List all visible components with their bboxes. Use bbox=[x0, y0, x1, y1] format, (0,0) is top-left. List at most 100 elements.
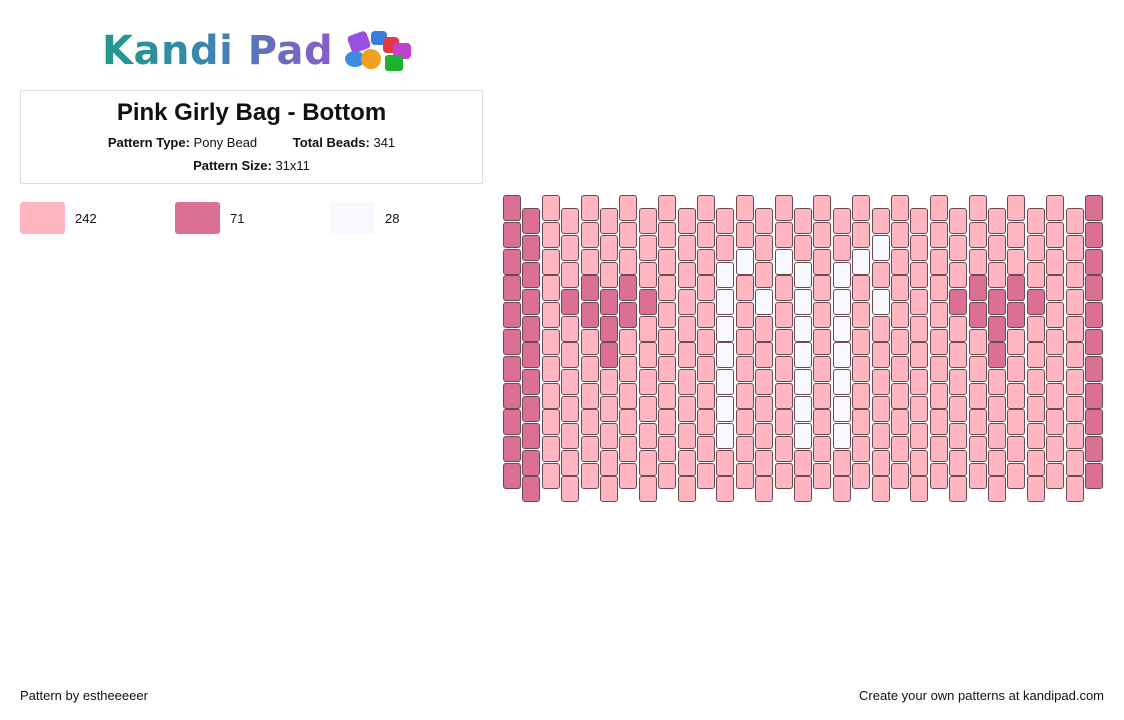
bead bbox=[541, 221, 560, 248]
bead bbox=[580, 329, 599, 355]
bead bbox=[1046, 382, 1065, 409]
bead bbox=[1046, 355, 1065, 382]
bead bbox=[813, 436, 832, 463]
bead bbox=[1046, 275, 1065, 302]
bead bbox=[988, 342, 1006, 369]
bead bbox=[988, 396, 1006, 422]
bead bbox=[638, 476, 657, 503]
bead bbox=[988, 476, 1006, 503]
bead bbox=[580, 302, 599, 329]
bead bbox=[677, 422, 696, 449]
bead bbox=[755, 369, 774, 396]
bead bbox=[988, 315, 1006, 342]
palette-swatch[interactable]: 71 bbox=[175, 202, 244, 234]
bead bbox=[716, 342, 735, 369]
bead bbox=[871, 369, 890, 396]
bead bbox=[794, 262, 812, 288]
bead bbox=[677, 315, 696, 342]
bead bbox=[852, 409, 871, 436]
bead bbox=[794, 422, 812, 449]
bead bbox=[1085, 221, 1103, 248]
bead bbox=[852, 302, 871, 329]
bead bbox=[580, 221, 599, 248]
bead bbox=[580, 436, 599, 463]
bead bbox=[891, 355, 909, 382]
bead bbox=[1007, 329, 1026, 355]
bead bbox=[735, 329, 754, 355]
bead bbox=[968, 436, 987, 463]
bead bbox=[600, 342, 618, 369]
bead bbox=[716, 449, 735, 476]
bead bbox=[813, 248, 832, 275]
bead bbox=[1026, 476, 1045, 503]
bead bbox=[619, 329, 638, 355]
palette-swatch[interactable]: 242 bbox=[20, 202, 97, 234]
bead bbox=[600, 315, 618, 342]
bead bbox=[677, 288, 696, 315]
kandipad-promo-link[interactable]: Create your own patterns at kandipad.com bbox=[859, 688, 1104, 703]
pattern-type: Pattern Type: Pony Bead bbox=[108, 135, 257, 150]
bead bbox=[658, 409, 677, 436]
bead bbox=[1065, 449, 1084, 476]
bead bbox=[949, 342, 968, 369]
bead bbox=[522, 262, 541, 288]
bead bbox=[561, 315, 580, 342]
bead bbox=[735, 436, 754, 463]
bead bbox=[852, 382, 871, 409]
swatch-count: 28 bbox=[385, 210, 400, 226]
bead bbox=[541, 382, 560, 409]
swatch-count: 71 bbox=[230, 210, 245, 226]
bead bbox=[1085, 275, 1103, 302]
bead bbox=[697, 382, 715, 409]
bead bbox=[774, 275, 793, 302]
bead bbox=[929, 463, 948, 489]
pattern-meta-row: Pattern Type: Pony Bead Total Beads: 341 bbox=[21, 135, 482, 150]
bead bbox=[697, 463, 715, 489]
bead bbox=[1046, 221, 1065, 248]
bead bbox=[910, 262, 929, 288]
bead bbox=[697, 275, 715, 302]
pattern-size-label: Pattern Size: bbox=[193, 158, 272, 173]
bead bbox=[677, 235, 696, 262]
bead bbox=[697, 409, 715, 436]
bead bbox=[658, 329, 677, 355]
bead bbox=[871, 342, 890, 369]
pattern-credit: Pattern by estheeeeer bbox=[20, 688, 148, 703]
bead bbox=[522, 342, 541, 369]
bead bbox=[522, 449, 541, 476]
bead bbox=[658, 355, 677, 382]
bead bbox=[1065, 208, 1084, 235]
bead bbox=[1026, 208, 1045, 235]
bead bbox=[677, 208, 696, 235]
bead bbox=[522, 422, 541, 449]
bead bbox=[891, 302, 909, 329]
bead bbox=[949, 476, 968, 503]
bead bbox=[697, 329, 715, 355]
kandi-pad-logo[interactable]: Kandi Pad bbox=[102, 26, 419, 76]
bead bbox=[832, 235, 851, 262]
bead bbox=[929, 302, 948, 329]
bead bbox=[794, 208, 812, 235]
palette-swatch[interactable]: 28 bbox=[330, 202, 399, 234]
pattern-type-label: Pattern Type: bbox=[107, 135, 190, 150]
bead bbox=[1065, 288, 1084, 315]
bead bbox=[735, 382, 754, 409]
bead bbox=[561, 235, 580, 262]
bead bbox=[735, 221, 754, 248]
bead bbox=[503, 248, 521, 275]
bead bbox=[1026, 262, 1045, 288]
bead bbox=[1065, 396, 1084, 422]
bead bbox=[774, 382, 793, 409]
bead bbox=[794, 449, 812, 476]
bead bbox=[988, 422, 1006, 449]
bead bbox=[891, 463, 909, 489]
bead bbox=[1007, 382, 1026, 409]
bead bbox=[988, 208, 1006, 235]
bead bbox=[522, 235, 541, 262]
bead bbox=[755, 315, 774, 342]
bead bbox=[852, 221, 871, 248]
pattern-type-value: Pony Bead bbox=[193, 135, 258, 150]
bead bbox=[988, 369, 1006, 396]
bead bbox=[1085, 248, 1103, 275]
bead bbox=[949, 449, 968, 476]
